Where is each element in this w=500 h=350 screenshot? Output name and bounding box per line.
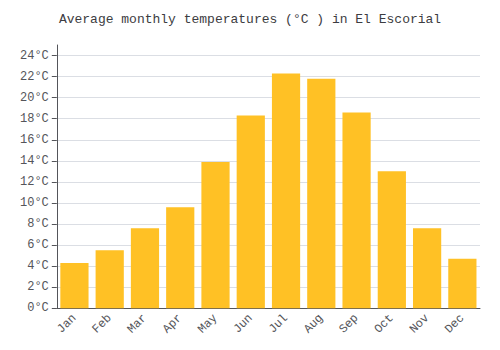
svg-text:Aug: Aug <box>301 311 326 336</box>
svg-text:May: May <box>195 311 220 336</box>
svg-text:18°C: 18°C <box>20 112 49 126</box>
svg-text:Jul: Jul <box>266 311 291 336</box>
svg-text:Mar: Mar <box>125 311 150 336</box>
svg-text:20°C: 20°C <box>20 91 49 105</box>
svg-text:24°C: 24°C <box>20 49 49 63</box>
svg-text:Sep: Sep <box>336 311 361 336</box>
svg-text:10°C: 10°C <box>20 196 49 210</box>
svg-text:4°C: 4°C <box>27 259 49 273</box>
svg-text:Dec: Dec <box>442 311 467 336</box>
svg-text:16°C: 16°C <box>20 133 49 147</box>
svg-text:Jan: Jan <box>54 311 79 336</box>
svg-text:2°C: 2°C <box>27 280 49 294</box>
svg-text:Oct: Oct <box>372 311 397 336</box>
svg-text:14°C: 14°C <box>20 154 49 168</box>
svg-text:Average monthly temperatures (: Average monthly temperatures (°C ) in El… <box>59 12 441 27</box>
svg-text:6°C: 6°C <box>27 238 49 252</box>
svg-text:Nov: Nov <box>407 311 432 336</box>
svg-text:Jun: Jun <box>231 311 256 336</box>
svg-text:Apr: Apr <box>160 311 185 336</box>
svg-text:8°C: 8°C <box>27 217 49 231</box>
svg-text:12°C: 12°C <box>20 175 49 189</box>
svg-text:0°C: 0°C <box>27 301 49 315</box>
svg-text:22°C: 22°C <box>20 70 49 84</box>
svg-text:Feb: Feb <box>89 311 114 336</box>
